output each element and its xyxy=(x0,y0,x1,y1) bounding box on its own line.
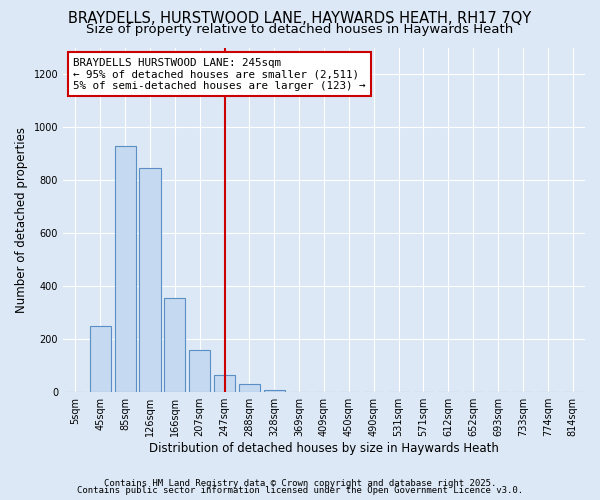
Bar xyxy=(139,168,161,392)
Bar xyxy=(214,375,235,392)
Bar xyxy=(239,384,260,392)
Bar xyxy=(264,390,285,392)
Text: Contains public sector information licensed under the Open Government Licence v3: Contains public sector information licen… xyxy=(77,486,523,495)
Bar xyxy=(115,146,136,392)
Text: Contains HM Land Registry data © Crown copyright and database right 2025.: Contains HM Land Registry data © Crown c… xyxy=(104,478,496,488)
Bar xyxy=(164,298,185,392)
Text: Size of property relative to detached houses in Haywards Heath: Size of property relative to detached ho… xyxy=(86,22,514,36)
Y-axis label: Number of detached properties: Number of detached properties xyxy=(15,127,28,313)
X-axis label: Distribution of detached houses by size in Haywards Heath: Distribution of detached houses by size … xyxy=(149,442,499,455)
Text: BRAYDELLS HURSTWOOD LANE: 245sqm
← 95% of detached houses are smaller (2,511)
5%: BRAYDELLS HURSTWOOD LANE: 245sqm ← 95% o… xyxy=(73,58,366,91)
Bar xyxy=(90,326,111,392)
Text: BRAYDELLS, HURSTWOOD LANE, HAYWARDS HEATH, RH17 7QY: BRAYDELLS, HURSTWOOD LANE, HAYWARDS HEAT… xyxy=(68,11,532,26)
Bar xyxy=(189,350,211,392)
